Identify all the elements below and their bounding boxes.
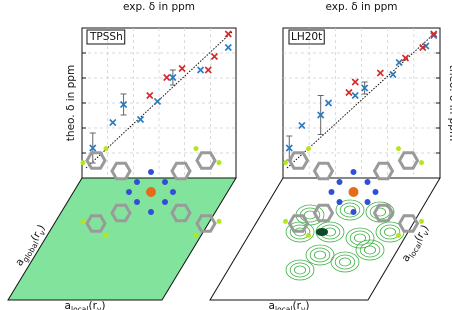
atom-f (306, 146, 311, 151)
contour-core (316, 228, 328, 236)
atom-f (283, 219, 288, 224)
bottom-axis-label-part: ) (305, 300, 309, 310)
panel-label: TPSSh (89, 31, 123, 43)
atom-n (365, 199, 371, 205)
atom-f (217, 219, 222, 224)
y-axis-label: theo. δ in ppm (65, 65, 77, 141)
x-axis-label: exp. δ in ppm (123, 1, 195, 13)
atom-f (396, 146, 401, 151)
bottom-axis-label-part: ) (101, 300, 105, 310)
atom-n (351, 169, 357, 175)
atom-n (148, 209, 154, 215)
atom-n (170, 189, 176, 195)
bottom-axis-label-part: local (275, 305, 292, 310)
atom-n (365, 179, 371, 185)
atom-n (134, 179, 140, 185)
plane (8, 178, 236, 300)
atom-n (134, 199, 140, 205)
panel-label: LH20t (291, 31, 322, 43)
bottom-axis-label: alocal(rv) (269, 300, 310, 310)
atom-n (337, 199, 343, 205)
atom-n (337, 179, 343, 185)
atom-f (81, 160, 86, 165)
figure: TPSShexp. δ in ppmtheo. δ in ppmaglobal(… (0, 0, 452, 310)
y-axis-label: theo. δ in ppm (447, 65, 452, 141)
atom-f (194, 146, 199, 151)
bottom-axis-label: alocal(rv) (65, 300, 106, 310)
atom-f (104, 233, 109, 238)
atom-f (194, 233, 199, 238)
atom-n (373, 189, 379, 195)
atom-f (217, 160, 222, 165)
atom-f (81, 219, 86, 224)
atom-f (104, 146, 109, 151)
x-axis-label: exp. δ in ppm (325, 1, 397, 13)
atom-n (148, 169, 154, 175)
atom-n (162, 179, 168, 185)
atom-metal (349, 187, 359, 197)
bottom-axis-label-part: local (71, 305, 88, 310)
atom-f (283, 160, 288, 165)
atom-n (162, 199, 168, 205)
atom-n (126, 189, 132, 195)
atom-f (396, 233, 401, 238)
atom-n (329, 189, 335, 195)
atom-metal (146, 187, 156, 197)
plane (210, 178, 440, 300)
atom-f (306, 233, 311, 238)
atom-n (351, 209, 357, 215)
atom-f (419, 160, 424, 165)
